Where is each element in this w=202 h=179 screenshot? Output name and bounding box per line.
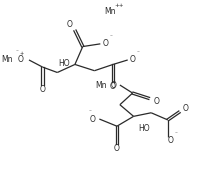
- Text: Mn: Mn: [1, 55, 13, 64]
- Text: ⁻: ⁻: [89, 110, 92, 115]
- Text: O: O: [67, 20, 73, 29]
- Text: Mn: Mn: [104, 7, 116, 16]
- Text: O: O: [154, 97, 160, 106]
- Text: ++: ++: [114, 3, 123, 8]
- Text: ⁻: ⁻: [16, 51, 19, 56]
- Text: O: O: [102, 39, 108, 48]
- Text: O: O: [182, 104, 188, 113]
- Text: ⁻: ⁻: [137, 51, 139, 56]
- Text: O: O: [114, 144, 120, 153]
- Text: O: O: [130, 55, 136, 64]
- Text: ⁻: ⁻: [175, 132, 178, 137]
- Text: HO: HO: [58, 59, 70, 68]
- Text: HO: HO: [138, 124, 150, 133]
- Text: O: O: [40, 85, 46, 94]
- Text: Mn: Mn: [96, 81, 107, 90]
- Text: O: O: [110, 82, 116, 91]
- Text: +: +: [20, 51, 24, 56]
- Text: O: O: [168, 136, 174, 145]
- Text: O: O: [18, 55, 24, 64]
- Text: O: O: [89, 115, 96, 124]
- Text: ⁻: ⁻: [109, 35, 112, 40]
- Text: O: O: [111, 81, 117, 90]
